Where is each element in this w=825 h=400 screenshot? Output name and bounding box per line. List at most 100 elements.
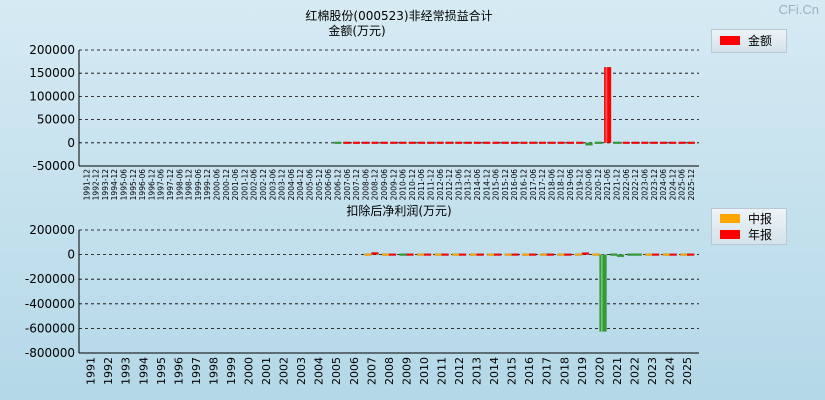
x-tick-label: 2011 — [435, 357, 448, 385]
bar-2-中报-2010 — [416, 253, 425, 256]
bar-2-年报-2020 — [599, 254, 607, 332]
x-tick-label: 2024 — [664, 357, 677, 385]
legend-item-interim: 中报 — [712, 210, 786, 226]
x-tick-label: 2006-12 — [333, 169, 342, 201]
bar-1-金额-2014-12 — [483, 141, 491, 144]
x-tick-label: 2014 — [488, 357, 501, 385]
x-tick-label: 2022-06 — [622, 169, 631, 201]
y-tick-label: 100000 — [29, 89, 75, 103]
bar-1-金额-2019-06 — [566, 141, 575, 144]
legend-item-amount: 金额 — [712, 32, 786, 48]
x-tick-label: 2007-06 — [343, 169, 352, 201]
x-tick-label: 2019 — [576, 357, 589, 385]
legend-label-interim: 中报 — [748, 211, 773, 226]
bar-1-金额-2012-06 — [436, 141, 444, 144]
y-tick-label: -400000 — [25, 297, 75, 311]
x-tick-label: 2002-12 — [259, 169, 268, 201]
x-tick-label: 2005 — [330, 357, 343, 385]
x-tick-label: 2020-12 — [594, 169, 603, 201]
x-tick-label: 1994 — [137, 357, 150, 385]
bar-2-中报-2014 — [487, 253, 495, 256]
bar-1-金额-2011-06 — [417, 141, 426, 144]
bar-2-年报-2015 — [511, 253, 519, 256]
x-tick-label: 2003 — [295, 357, 308, 385]
bar-2-年报-2018 — [564, 253, 572, 256]
x-tick-label: 2008 — [383, 357, 396, 385]
x-tick-label: 2016-12 — [520, 169, 529, 201]
x-tick-label: 2017 — [541, 357, 554, 385]
bar-1-金额-2010-12 — [408, 141, 416, 144]
x-tick-label: 1995 — [155, 357, 168, 385]
x-tick-label: 2012-12 — [445, 169, 454, 201]
x-tick-label: 2019-06 — [566, 169, 575, 201]
x-tick-label: 2010 — [418, 357, 431, 385]
bar-1-金额-2013-06 — [455, 141, 463, 144]
chart-panel-1 — [78, 49, 699, 167]
bar-2-中报-2018 — [557, 253, 565, 256]
x-tick-label: 1996-12 — [147, 169, 156, 201]
x-tick-label: 2016 — [523, 357, 536, 385]
x-tick-label: 1995-12 — [129, 169, 138, 201]
x-tick-label: 2006-06 — [324, 169, 333, 201]
y-tick-label: -50000 — [32, 159, 75, 173]
x-tick-label: 2004-06 — [287, 169, 296, 201]
x-tick-label: 2007-12 — [352, 169, 361, 201]
bar-2-中报-2022 — [627, 253, 635, 256]
bar-2-年报-2016 — [529, 253, 537, 256]
x-tick-label: 2023-12 — [650, 169, 659, 201]
x-tick-label: 2012 — [453, 357, 466, 385]
bar-2-中报-2023 — [644, 253, 653, 256]
bar-1-金额-2007-12 — [352, 141, 361, 144]
chart-panel-2 — [78, 229, 699, 354]
bar-1-金额-2022-12 — [631, 141, 640, 144]
x-tick-label: 2021-06 — [603, 169, 612, 201]
x-tick-label: 1992 — [102, 357, 115, 385]
x-tick-label: 2001 — [260, 357, 273, 385]
legend-label-annual: 年报 — [748, 227, 773, 242]
x-tick-label: 2009 — [400, 357, 413, 385]
x-tick-label: 1996-06 — [138, 169, 147, 201]
legend-bottom: 中报 年报 — [711, 208, 787, 245]
x-tick-label: 2020-06 — [585, 169, 594, 201]
x-tick-label: 2015 — [506, 357, 519, 385]
bar-2-中报-2012 — [452, 253, 460, 256]
bar-highlight — [600, 254, 603, 332]
watermark: CFi.Cn — [778, 2, 819, 17]
bar-1-金额-2025-12 — [687, 141, 695, 144]
x-tick-label: 2025-12 — [687, 169, 696, 201]
x-tick-label: 2018-12 — [557, 169, 566, 201]
bar-1-金额-2020-12 — [594, 141, 602, 144]
bar-2-中报-2024 — [662, 253, 670, 256]
x-tick-label: 2011-06 — [417, 169, 426, 201]
x-tick-label: 2014-06 — [473, 169, 482, 201]
x-tick-label: 2005-12 — [315, 169, 324, 201]
y-tick-label: 150000 — [29, 66, 75, 80]
x-tick-label: 1995-06 — [119, 169, 128, 201]
bar-1-金额-2019-12 — [576, 141, 584, 144]
x-tick-label: 1994-12 — [110, 169, 119, 201]
y-tick-label: 200000 — [29, 43, 75, 57]
x-tick-label: 1991 — [85, 357, 98, 385]
bar-2-年报-2012 — [459, 253, 467, 256]
bar-2-年报-2023 — [651, 253, 660, 256]
x-tick-label: 2025 — [681, 357, 694, 385]
x-tick-label: 2001-12 — [240, 169, 249, 201]
x-tick-label: 2007 — [365, 357, 378, 385]
chart-title-2: 扣除后净利润(万元) — [346, 203, 451, 218]
x-tick-label: 2003-06 — [268, 169, 277, 201]
x-tick-label: 1997-12 — [166, 169, 175, 201]
x-tick-label: 2008-12 — [371, 169, 380, 201]
x-tick-label: 2013 — [471, 357, 484, 385]
x-tick-label: 2010-06 — [399, 169, 408, 201]
x-tick-label: 2009-12 — [389, 169, 398, 201]
legend-swatch-amount — [720, 35, 740, 45]
x-tick-label: 2012-06 — [436, 169, 445, 201]
y-tick-label: -800000 — [25, 346, 75, 360]
x-tick-label: 1999-12 — [203, 169, 212, 201]
bar-2-年报-2007 — [371, 252, 379, 255]
x-tick-label: 1993 — [120, 357, 133, 385]
x-tick-label: 2025-06 — [678, 169, 687, 201]
bar-1-金额-2020-06 — [585, 142, 593, 146]
bar-1-金额-2023-12 — [650, 141, 658, 144]
x-tick-label: 2020 — [593, 357, 606, 385]
